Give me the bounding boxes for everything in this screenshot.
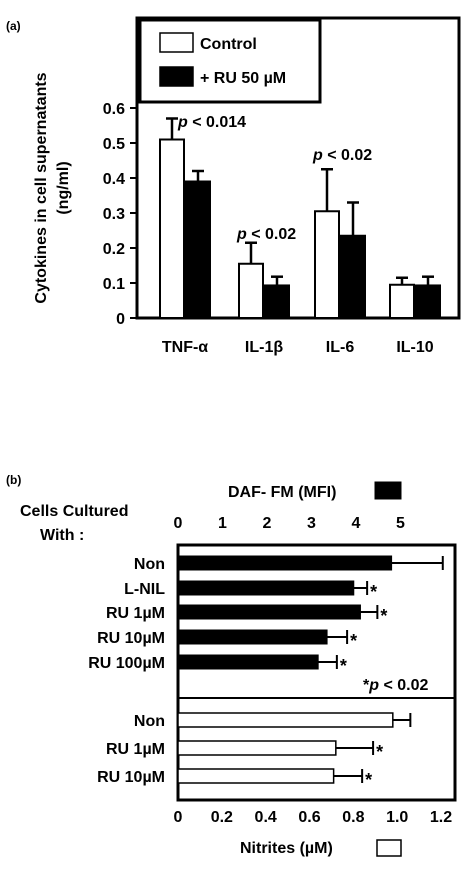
x-category-label: IL-1β <box>245 339 283 356</box>
bar-control <box>238 262 264 319</box>
significance-asterisk: * <box>370 582 377 602</box>
top-axis-swatch <box>374 481 402 500</box>
y-tick-label: 0.1 <box>103 276 125 293</box>
nitrite-tick-label: 1.0 <box>386 809 408 826</box>
bar-ru <box>340 234 366 319</box>
panel-a-ylabel-line2: (ng/ml) <box>55 161 72 214</box>
panel-b-label: (b) <box>6 473 21 487</box>
significance-asterisk: * <box>350 631 357 651</box>
bar-ru <box>415 284 441 320</box>
y-tick-label: 0.3 <box>103 206 125 223</box>
pvalue-tnf: p < 0.014 <box>177 114 246 131</box>
bottom-axis-title: Nitrites (µM) <box>240 840 333 857</box>
daf-tick-label: 0 <box>174 515 183 532</box>
panel-b-frame <box>176 543 457 802</box>
bar-control <box>314 210 340 319</box>
legend-label-ru: + RU 50 µM <box>200 70 286 87</box>
nitrite-bar <box>177 740 337 756</box>
top-axis-title: DAF- FM (MFI) <box>228 484 336 501</box>
nitrite-tick-label: 0.6 <box>298 809 320 826</box>
legend-swatch-ru <box>159 66 194 87</box>
nitrite-tick-label: 0.4 <box>255 809 277 826</box>
row-label: RU 1µM <box>106 605 165 622</box>
panel-a-label: (a) <box>6 19 21 33</box>
significance-asterisk: * <box>380 606 387 626</box>
significance-note: *p < 0.02 <box>363 677 428 694</box>
bar-ru <box>185 180 211 319</box>
y-tick-label: 0.4 <box>103 171 125 188</box>
nitrite-bar <box>177 768 335 784</box>
nitrite-tick-label: 0.2 <box>211 809 233 826</box>
panel-a-y-ticks: 0 0.1 0.2 0.3 0.4 0.5 0.6 <box>103 101 137 328</box>
legend-swatch-control <box>159 32 194 53</box>
panel-a-frame <box>135 16 461 320</box>
nitrite-bar <box>177 712 394 728</box>
panel-a-legend: Control + RU 50 µM <box>138 18 322 104</box>
significance-asterisk: * <box>365 770 372 790</box>
daf-tick-label: 1 <box>218 515 227 532</box>
daf-bar <box>177 604 361 620</box>
panel-b: (b) Cells Cultured With : DAF- FM (MFI) … <box>6 473 457 857</box>
bottom-axis-swatch <box>376 839 402 857</box>
row-header-line2: With : <box>40 527 84 544</box>
pvalue-il6: p < 0.02 <box>312 147 372 164</box>
x-category-label: IL-10 <box>396 339 433 356</box>
panel-a-ylabel-line1: Cytokines in cell supernatants <box>33 72 50 303</box>
legend-box <box>138 18 322 104</box>
nitrite-tick-label: 0 <box>174 809 183 826</box>
nitrite-axis-ticks: 0 0.2 0.4 0.6 0.8 1.0 1.2 <box>174 809 453 826</box>
bar-control <box>159 138 185 319</box>
daf-tick-label: 2 <box>263 515 272 532</box>
pvalue-il1b: p < 0.02 <box>236 226 296 243</box>
nitrite-bars: Non RU 1µM * RU 10µM * <box>97 712 412 790</box>
significance-asterisk: * <box>340 656 347 676</box>
daf-bars: Non L-NIL * RU 1µM * RU 10µM * RU 100µM * <box>88 555 444 676</box>
daf-bar <box>177 629 328 645</box>
row-label: L-NIL <box>124 581 165 598</box>
daf-tick-label: 4 <box>352 515 361 532</box>
panel-a-x-labels: TNF-α IL-1β IL-6 IL-10 <box>162 339 434 356</box>
row-label: RU 10µM <box>97 630 165 647</box>
significance-asterisk: * <box>376 742 383 762</box>
bar-ru <box>264 284 290 320</box>
y-tick-label: 0.5 <box>103 136 125 153</box>
x-category-label: IL-6 <box>326 339 355 356</box>
row-label: RU 1µM <box>106 741 165 758</box>
daf-bar <box>177 555 393 571</box>
row-label: RU 100µM <box>88 655 165 672</box>
nitrite-tick-label: 0.8 <box>342 809 364 826</box>
bar-control <box>389 283 415 319</box>
y-tick-label: 0.2 <box>103 241 125 258</box>
y-tick-label: 0 <box>116 311 125 328</box>
daf-bar <box>177 580 355 596</box>
panel-a-bars <box>159 117 441 320</box>
daf-tick-label: 5 <box>396 515 405 532</box>
panel-a: (a) Control + RU 50 µM Cytokines in cell… <box>6 16 461 356</box>
y-tick-label: 0.6 <box>103 101 125 118</box>
x-category-label: TNF-α <box>162 339 208 356</box>
row-label: Non <box>134 713 165 730</box>
daf-axis-ticks: 0 1 2 3 4 5 <box>174 515 406 532</box>
row-label: Non <box>134 556 165 573</box>
daf-tick-label: 3 <box>307 515 316 532</box>
legend-label-control: Control <box>200 36 257 53</box>
daf-bar <box>177 654 319 670</box>
nitrite-tick-label: 1.2 <box>430 809 452 826</box>
row-label: RU 10µM <box>97 769 165 786</box>
row-header-line1: Cells Cultured <box>20 503 128 520</box>
